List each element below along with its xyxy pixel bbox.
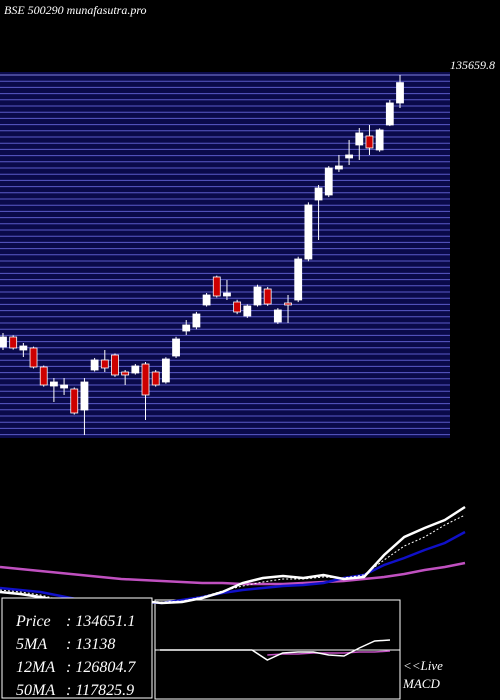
candle-body xyxy=(29,347,38,368)
candle-body xyxy=(141,363,150,396)
candle-body xyxy=(151,371,160,386)
candle-body xyxy=(39,366,48,386)
candle-body xyxy=(182,324,191,332)
candle-body xyxy=(19,345,28,351)
candle-body xyxy=(253,286,262,306)
candle-body xyxy=(294,258,303,301)
chart-title: BSE 500290 munafasutra.pro xyxy=(4,3,147,17)
info-value: : 126804.7 xyxy=(66,659,136,676)
candle-body xyxy=(223,292,231,297)
ma-line xyxy=(0,530,466,607)
candle-body xyxy=(345,154,354,159)
candle-body xyxy=(304,204,313,260)
candle-body xyxy=(49,381,58,387)
candle-body xyxy=(161,358,170,383)
ma-line xyxy=(0,505,466,614)
candle-body xyxy=(375,129,384,151)
y-tick-label: 135659.8 xyxy=(450,58,495,72)
candle-body xyxy=(324,167,333,196)
info-label: Price xyxy=(15,613,51,630)
info-value: : 117825.9 xyxy=(66,682,134,699)
candle-body xyxy=(233,301,242,313)
macd-line xyxy=(267,650,391,656)
candle-body xyxy=(335,165,343,170)
macd-line xyxy=(160,639,391,661)
candle-body xyxy=(60,384,68,389)
candle-body xyxy=(273,309,282,323)
candle-body xyxy=(131,365,140,374)
candle-body xyxy=(314,187,323,201)
candle-body xyxy=(111,354,119,376)
candle-body xyxy=(80,381,89,411)
candle-body xyxy=(172,338,180,357)
candle-body xyxy=(243,305,252,317)
info-value: : 13138 xyxy=(66,636,115,653)
candle-body xyxy=(284,302,292,306)
candle-body xyxy=(365,135,374,149)
candle-body xyxy=(396,82,404,104)
ma-line xyxy=(0,514,466,611)
info-value: : 134651.1 xyxy=(66,613,135,630)
candle-body xyxy=(212,276,221,297)
candle-body xyxy=(70,388,79,414)
candle-body xyxy=(263,288,272,305)
candle-body xyxy=(0,336,7,348)
info-label: 5MA xyxy=(16,636,47,653)
live-label: MACD xyxy=(402,676,440,691)
candle-body xyxy=(100,359,109,369)
live-label: <<Live xyxy=(403,658,443,673)
info-box xyxy=(1,597,153,699)
candle-body xyxy=(385,102,394,126)
info-label: 50MA xyxy=(16,682,55,699)
candle-body xyxy=(90,359,99,371)
candle-body xyxy=(192,313,201,328)
candle-body xyxy=(121,371,130,376)
ma-line xyxy=(0,561,466,586)
candle-body xyxy=(202,294,211,306)
candle-body xyxy=(9,336,18,349)
info-label: 12MA xyxy=(16,659,55,676)
candle-body xyxy=(355,132,364,146)
